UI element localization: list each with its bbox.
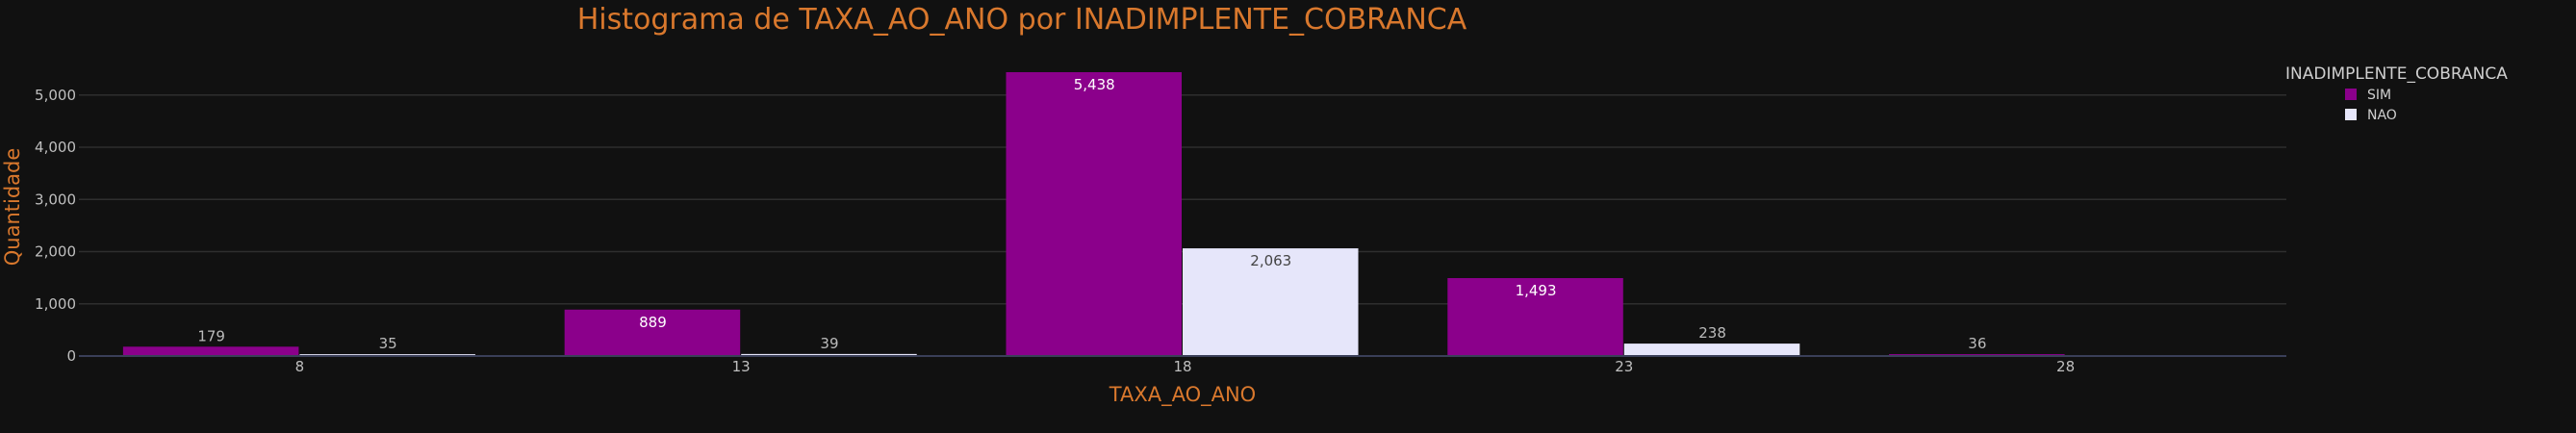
- legend: INADIMPLENTE_COBRANCA SIM NAO: [2285, 64, 2508, 123]
- bar-value-label: 36: [1968, 335, 1986, 352]
- x-tick-label: 18: [1173, 358, 1191, 375]
- y-tick-label: 1,000: [35, 295, 76, 313]
- legend-swatch[interactable]: [2345, 109, 2357, 120]
- bar-nao: [1623, 344, 1800, 356]
- x-tick-label: 28: [2056, 358, 2075, 375]
- y-axis-title: Quantidade: [1, 148, 24, 267]
- y-tick-label: 5,000: [35, 87, 76, 104]
- y-tick-label: 3,000: [35, 191, 76, 208]
- y-axis-ticks: 0 1,000 2,000 3,000 4,000 5,000: [35, 87, 76, 365]
- legend-label[interactable]: NAO: [2367, 108, 2397, 123]
- bar-value-label: 1,493: [1516, 282, 1557, 299]
- x-axis-ticks: 8 13 18 23 28: [295, 358, 2076, 375]
- bar-labels: 179 889 5,438 1,493 36 35 39 2,063 238: [197, 76, 1986, 352]
- x-tick-label: 8: [295, 358, 305, 375]
- y-tick-label: 2,000: [35, 243, 76, 261]
- legend-label[interactable]: SIM: [2367, 88, 2391, 103]
- grid-lines: [79, 94, 2286, 305]
- bar-nao: [1183, 248, 1359, 356]
- bar-sim: [1447, 278, 1623, 356]
- bar-sim: [122, 346, 299, 356]
- bar-value-label: 35: [379, 335, 397, 352]
- x-axis-title: TAXA_AO_ANO: [1109, 383, 1256, 407]
- y-tick-label: 4,000: [35, 139, 76, 156]
- bar-value-label: 2,063: [1250, 252, 1291, 269]
- legend-title: INADIMPLENTE_COBRANCA: [2285, 64, 2508, 84]
- x-tick-label: 13: [732, 358, 751, 375]
- x-tick-label: 23: [1615, 358, 1633, 375]
- bar-value-label: 889: [639, 314, 667, 331]
- bar-value-label: 238: [1698, 324, 1726, 342]
- chart-title: Histograma de TAXA_AO_ANO por INADIMPLEN…: [577, 3, 1467, 37]
- bar-value-label: 5,438: [1074, 76, 1115, 93]
- bar-value-label: 39: [820, 335, 838, 352]
- bar-value-label: 179: [197, 327, 225, 344]
- bar-sim: [564, 309, 741, 356]
- bar-nao: [741, 353, 917, 356]
- bar-sim: [1006, 72, 1182, 356]
- y-tick-label: 0: [66, 347, 76, 365]
- bars: [122, 72, 2065, 357]
- legend-swatch[interactable]: [2345, 89, 2357, 100]
